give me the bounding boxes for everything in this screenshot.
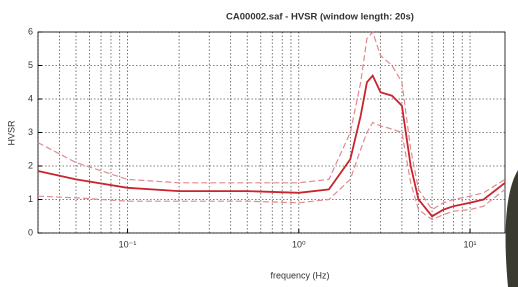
y-tick-label: 1 (28, 194, 33, 204)
chart-title: CA00002.saf - HVSR (window length: 20s) (226, 12, 414, 23)
x-tick-label: 10⁻¹ (119, 239, 137, 249)
y-tick-label: 0 (28, 227, 33, 237)
x-tick-label: 10⁰ (292, 239, 306, 249)
x-tick-label: 10¹ (464, 239, 477, 249)
y-tick-label: 2 (28, 160, 33, 170)
y-tick-label: 3 (28, 127, 33, 137)
y-tick-label: 6 (28, 26, 33, 36)
y-tick-label: 5 (28, 60, 33, 70)
chart: CA00002.saf - HVSR (window length: 20s) … (0, 0, 518, 287)
background (0, 0, 518, 287)
x-axis-label: frequency (Hz) (270, 270, 329, 280)
y-axis-label: HVSR (6, 120, 16, 146)
y-tick-label: 4 (28, 93, 33, 103)
